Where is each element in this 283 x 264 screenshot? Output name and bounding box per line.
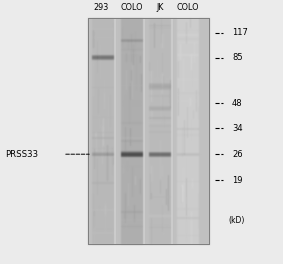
Text: (kD): (kD) bbox=[228, 216, 245, 225]
Text: JK: JK bbox=[156, 3, 164, 12]
Text: 34: 34 bbox=[232, 124, 243, 133]
Text: 19: 19 bbox=[232, 176, 243, 185]
Text: 293: 293 bbox=[93, 3, 109, 12]
Text: 85: 85 bbox=[232, 53, 243, 62]
Text: COLO: COLO bbox=[177, 3, 199, 12]
Text: PRSS33: PRSS33 bbox=[5, 150, 38, 159]
Text: COLO: COLO bbox=[121, 3, 143, 12]
Text: 26: 26 bbox=[232, 150, 243, 159]
Text: 48: 48 bbox=[232, 99, 243, 108]
Text: 117: 117 bbox=[232, 28, 248, 37]
